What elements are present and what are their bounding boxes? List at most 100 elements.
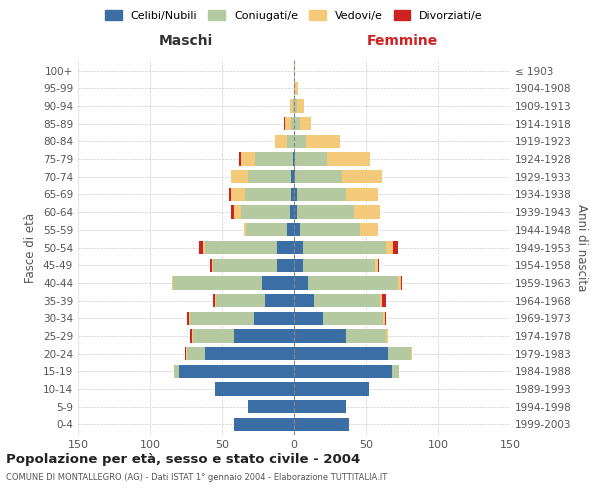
Bar: [297, 100, 304, 112]
Bar: [205, 347, 294, 360]
Legend: Celibi/Nubili, Coniugati/e, Vedovi/e, Divorziati/e: Celibi/Nubili, Coniugati/e, Vedovi/e, Di…: [101, 6, 487, 25]
Bar: [290, 206, 294, 219]
Bar: [185, 347, 186, 360]
Bar: [216, 294, 265, 307]
Bar: [230, 206, 233, 219]
Bar: [323, 312, 383, 325]
Bar: [294, 364, 392, 378]
Bar: [294, 276, 308, 289]
Bar: [284, 117, 286, 130]
Bar: [294, 170, 295, 183]
Bar: [294, 100, 297, 112]
Bar: [203, 241, 205, 254]
Bar: [386, 241, 394, 254]
Bar: [295, 82, 298, 95]
Bar: [245, 188, 291, 201]
Bar: [277, 258, 294, 272]
Bar: [293, 100, 294, 112]
Bar: [233, 330, 294, 342]
Bar: [346, 330, 386, 342]
Bar: [187, 347, 205, 360]
Bar: [294, 64, 295, 77]
Bar: [211, 258, 212, 272]
Bar: [294, 188, 297, 201]
Bar: [294, 258, 302, 272]
Bar: [291, 117, 294, 130]
Bar: [215, 294, 216, 307]
Bar: [386, 330, 388, 342]
Bar: [275, 134, 287, 148]
Bar: [179, 364, 294, 378]
Bar: [230, 170, 248, 183]
Bar: [291, 170, 294, 183]
Bar: [392, 364, 399, 378]
Bar: [265, 294, 294, 307]
Bar: [277, 241, 294, 254]
Bar: [300, 223, 360, 236]
Text: Popolazione per età, sesso e stato civile - 2004: Popolazione per età, sesso e stato civil…: [6, 452, 360, 466]
Bar: [410, 347, 412, 360]
Bar: [380, 294, 382, 307]
Bar: [305, 134, 340, 148]
Bar: [294, 382, 369, 396]
Bar: [294, 152, 295, 166]
Bar: [327, 152, 370, 166]
Bar: [341, 170, 382, 183]
Bar: [215, 382, 294, 396]
Bar: [192, 330, 193, 342]
Bar: [229, 188, 230, 201]
Bar: [294, 223, 300, 236]
Bar: [302, 258, 374, 272]
Bar: [355, 206, 380, 219]
Bar: [294, 241, 302, 254]
Bar: [385, 312, 386, 325]
Bar: [308, 276, 398, 289]
Bar: [233, 206, 241, 219]
Bar: [295, 170, 341, 183]
Bar: [297, 206, 355, 219]
Bar: [382, 294, 386, 307]
Bar: [172, 276, 173, 289]
Bar: [287, 223, 294, 236]
Bar: [294, 294, 314, 307]
Bar: [294, 117, 300, 130]
Y-axis label: Anni di nascita: Anni di nascita: [575, 204, 588, 291]
Bar: [255, 152, 293, 166]
Bar: [377, 258, 379, 272]
Bar: [302, 241, 386, 254]
Bar: [248, 170, 291, 183]
Bar: [394, 241, 398, 254]
Bar: [189, 312, 190, 325]
Bar: [239, 152, 241, 166]
Bar: [297, 188, 346, 201]
Bar: [187, 312, 189, 325]
Bar: [190, 312, 254, 325]
Bar: [401, 276, 402, 289]
Bar: [300, 117, 311, 130]
Bar: [247, 223, 287, 236]
Bar: [295, 152, 327, 166]
Bar: [241, 152, 255, 166]
Bar: [248, 400, 294, 413]
Y-axis label: Fasce di età: Fasce di età: [25, 212, 37, 282]
Bar: [388, 347, 410, 360]
Bar: [212, 258, 214, 272]
Text: Femmine: Femmine: [367, 34, 437, 48]
Bar: [383, 312, 385, 325]
Bar: [233, 418, 294, 431]
Bar: [294, 400, 346, 413]
Bar: [294, 418, 349, 431]
Bar: [199, 241, 203, 254]
Bar: [241, 206, 290, 219]
Bar: [346, 188, 377, 201]
Bar: [244, 223, 247, 236]
Bar: [291, 188, 294, 201]
Bar: [190, 330, 192, 342]
Bar: [294, 134, 305, 148]
Bar: [214, 258, 277, 272]
Bar: [294, 206, 297, 219]
Bar: [186, 347, 187, 360]
Bar: [214, 294, 215, 307]
Bar: [294, 330, 346, 342]
Bar: [175, 364, 179, 378]
